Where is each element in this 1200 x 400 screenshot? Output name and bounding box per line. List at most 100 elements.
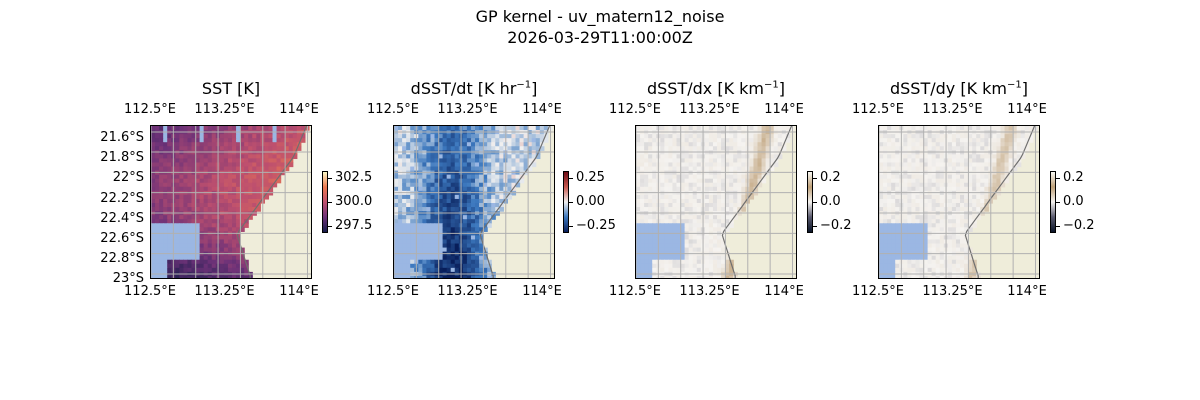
heatmap-cell xyxy=(479,194,484,200)
heatmap-cell xyxy=(984,182,989,188)
heatmap-cell xyxy=(248,198,253,204)
heatmap-cell xyxy=(883,182,888,188)
heatmap-cell xyxy=(175,186,180,192)
heatmap-cell xyxy=(422,255,427,261)
heatmap-cell xyxy=(179,182,184,188)
heatmap-cell xyxy=(891,142,896,147)
heatmap-cell xyxy=(964,203,969,208)
heatmap-cell xyxy=(475,227,480,232)
heatmap-cell xyxy=(951,186,957,192)
heatmap-cell xyxy=(248,162,253,168)
heatmap-cell xyxy=(394,247,399,253)
heatmap-cell xyxy=(660,154,665,160)
heatmap-cell xyxy=(684,223,690,228)
heatmap-cell xyxy=(672,186,678,192)
heatmap-cell xyxy=(968,255,973,261)
heatmap-cell xyxy=(883,162,888,168)
heatmap-cell xyxy=(968,146,973,151)
heatmap-cell xyxy=(927,182,933,188)
heatmap-cell xyxy=(454,134,460,139)
heatmap-cell xyxy=(672,178,678,184)
heatmap-cell xyxy=(652,170,657,176)
heatmap-cell xyxy=(951,134,957,139)
heatmap-cell xyxy=(996,142,1002,147)
heatmap-cell xyxy=(523,134,529,139)
heatmap-cell xyxy=(1020,138,1026,143)
heatmap-cell xyxy=(179,263,184,269)
heatmap-cell xyxy=(668,255,674,261)
heatmap-cell xyxy=(725,219,730,224)
heatmap-cell xyxy=(183,259,189,265)
heatmap-cell xyxy=(729,259,734,265)
heatmap-cell xyxy=(264,162,270,168)
heatmap-cell xyxy=(256,207,261,212)
heatmap-cell xyxy=(721,154,726,160)
heatmap-cell xyxy=(919,166,925,172)
heatmap-cell xyxy=(454,150,460,155)
heatmap-cell xyxy=(527,138,533,143)
heatmap-cell xyxy=(887,247,892,253)
heatmap-cell xyxy=(406,174,411,180)
heatmap-cell xyxy=(207,235,213,241)
heatmap-cell xyxy=(167,170,172,176)
heatmap-cell xyxy=(223,146,229,151)
heatmap-cell xyxy=(640,154,645,160)
heatmap-cell xyxy=(923,154,929,160)
heatmap-cell xyxy=(737,162,742,168)
panel-4-xtick-top: 112.5°E xyxy=(852,102,904,117)
heatmap-cell xyxy=(976,198,981,204)
heatmap-cell xyxy=(167,174,172,180)
heatmap-cell xyxy=(211,146,217,151)
heatmap-cell xyxy=(883,154,888,160)
heatmap-cell xyxy=(915,223,921,228)
heatmap-cell xyxy=(203,267,209,273)
heatmap-cell xyxy=(151,259,156,265)
heatmap-cell xyxy=(227,186,233,192)
heatmap-cell xyxy=(931,239,937,245)
heatmap-cell xyxy=(712,259,718,265)
heatmap-cell xyxy=(976,162,981,168)
heatmap-cell xyxy=(240,166,245,172)
heatmap-cell xyxy=(939,198,945,204)
heatmap-cell xyxy=(935,263,941,269)
heatmap-cell xyxy=(211,243,217,249)
heatmap-cell xyxy=(227,219,233,224)
heatmap-cell xyxy=(757,138,763,143)
heatmap-cell xyxy=(931,227,937,232)
heatmap-cell xyxy=(426,207,432,212)
heatmap-cell xyxy=(1004,126,1010,131)
heatmap-cell xyxy=(737,198,742,204)
heatmap-cell xyxy=(211,154,217,160)
heatmap-cell xyxy=(733,174,738,180)
heatmap-cell xyxy=(483,263,488,269)
heatmap-cell xyxy=(475,170,480,176)
heatmap-cell xyxy=(717,182,722,188)
heatmap-cell xyxy=(879,235,884,241)
heatmap-cell xyxy=(430,178,436,184)
heatmap-cell xyxy=(980,158,985,164)
heatmap-cell xyxy=(887,166,892,172)
heatmap-cell xyxy=(454,223,460,228)
heatmap-cell xyxy=(996,138,1002,143)
heatmap-cell xyxy=(895,158,900,164)
heatmap-cell xyxy=(191,267,197,273)
heatmap-cell xyxy=(712,263,718,269)
heatmap-cell xyxy=(236,198,241,204)
heatmap-cell xyxy=(927,227,933,232)
heatmap-cell xyxy=(895,198,900,204)
heatmap-cell xyxy=(223,263,229,269)
heatmap-cell xyxy=(402,223,407,228)
heatmap-cell xyxy=(466,178,472,184)
heatmap-cell xyxy=(167,126,172,131)
heatmap-cell xyxy=(402,239,407,245)
heatmap-cell xyxy=(280,154,286,160)
heatmap-cell xyxy=(955,142,961,147)
heatmap-cell xyxy=(151,178,156,184)
heatmap-cell xyxy=(406,235,411,241)
heatmap-cell xyxy=(454,235,460,241)
heatmap-cell xyxy=(479,219,484,224)
heatmap-cell xyxy=(636,182,641,188)
heatmap-cell xyxy=(466,162,472,168)
heatmap-cell xyxy=(531,126,537,131)
heatmap-cell xyxy=(244,154,249,160)
